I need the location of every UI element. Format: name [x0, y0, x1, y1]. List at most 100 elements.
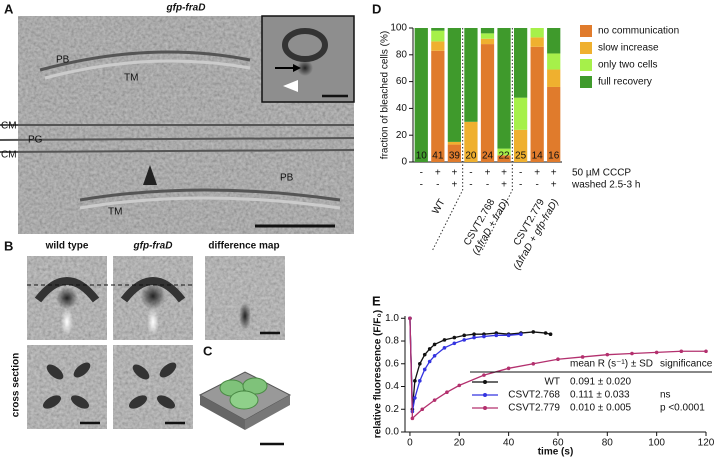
bar-segment [431, 41, 445, 51]
marker [418, 379, 422, 383]
condition-mark: + [501, 168, 507, 179]
bar-segment [464, 28, 478, 122]
bar-segment [530, 46, 544, 163]
y-tick-label: 0.8 [385, 336, 399, 347]
condition-mark: - [420, 180, 423, 191]
wt-top [27, 256, 107, 340]
image-title: gfp-fraD [133, 241, 173, 252]
marker [442, 346, 447, 350]
n-label: 39 [449, 151, 461, 162]
legend-marker [483, 380, 487, 384]
x-tick-label: 100 [648, 438, 665, 449]
marker [472, 335, 476, 340]
table-cell: 0.091 ± 0.020 [570, 377, 632, 388]
membrane [79, 188, 341, 202]
marker [422, 367, 427, 372]
y-tick-label: 20 [396, 130, 408, 141]
x-tick-label: 80 [602, 438, 614, 449]
marker [548, 332, 553, 336]
table-header: mean R (s⁻¹) ± SD [570, 359, 653, 370]
n-label: 16 [548, 151, 560, 162]
annotation: PB [280, 173, 294, 184]
legend-label: WT [544, 377, 560, 388]
y-tick-label: 60 [396, 76, 408, 87]
condition-mark: + [485, 168, 491, 179]
legend-label: slow increase [598, 43, 659, 54]
membrane [44, 59, 251, 80]
row-label: cross section [11, 353, 22, 417]
line [409, 318, 522, 412]
bar-segment [497, 148, 511, 156]
marker [408, 316, 412, 321]
legend-label: only two cells [598, 60, 657, 71]
inset-ring [282, 28, 328, 62]
legend-marker [483, 406, 487, 410]
table-header: significance [660, 359, 713, 370]
marker [556, 357, 560, 362]
legend-swatch [580, 42, 592, 54]
n-label: 20 [465, 151, 477, 162]
legend-swatch [580, 59, 592, 71]
bar-segment [513, 28, 528, 98]
bar-segment [464, 121, 478, 162]
marker [445, 390, 449, 394]
y-tick-label: 100 [390, 23, 407, 34]
marker [519, 332, 523, 336]
condition-label: 50 µM CCCP [572, 168, 631, 179]
bar-segment [513, 97, 528, 130]
marker [531, 361, 536, 366]
y-tick-label: 0.6 [385, 358, 399, 369]
marker [543, 331, 548, 335]
marker [410, 416, 415, 421]
marker [580, 355, 585, 359]
panel-label: E [372, 293, 381, 308]
condition-mark: - [535, 180, 538, 191]
condition-mark: - [519, 168, 522, 179]
condition-label: washed 2.5-3 h [571, 180, 640, 191]
bar-segment [414, 28, 428, 162]
marker [531, 330, 536, 334]
marker [442, 338, 447, 342]
y-tick-label: 80 [396, 49, 408, 60]
bar-segment [530, 37, 544, 47]
y-tick-label: 1.0 [385, 313, 399, 324]
condition-mark: + [551, 168, 557, 179]
marker [427, 347, 432, 351]
marker [654, 350, 659, 355]
difference-map [205, 256, 285, 340]
condition-mark: + [534, 168, 540, 179]
x-tick-label: 60 [552, 438, 564, 449]
legend-label: no communication [598, 26, 679, 37]
y-tick-label: 40 [396, 103, 408, 114]
bar-segment [480, 38, 495, 45]
y-tick-label: 0.4 [385, 381, 399, 392]
condition-mark: - [436, 180, 439, 191]
legend-marker [483, 393, 487, 397]
group-separator [481, 28, 513, 251]
bar-segment [447, 141, 462, 145]
marker [413, 396, 417, 400]
condition-mark: - [486, 180, 489, 191]
n-label: 22 [498, 151, 510, 162]
y-tick-label: 0.0 [385, 427, 399, 438]
marker [494, 333, 499, 338]
bar-segment [547, 69, 561, 87]
y-tick-label: 0.2 [385, 404, 399, 415]
inset-arrowhead [283, 80, 298, 92]
marker [422, 352, 427, 357]
bar-segment [480, 44, 495, 162]
marker [432, 342, 437, 347]
marker [679, 349, 684, 354]
panel-label: A [4, 1, 14, 16]
x-axis-label: time (s) [538, 447, 574, 458]
annotation: CM [1, 150, 17, 161]
legend-swatch [580, 25, 592, 37]
y-axis-label: fraction of bleached cells (%) [380, 31, 391, 159]
n-label: 14 [532, 151, 544, 162]
condition-mark: + [501, 180, 507, 191]
marker [482, 334, 486, 339]
inset-blob [297, 60, 313, 76]
marker [432, 398, 437, 402]
condition-mark: - [519, 180, 522, 191]
